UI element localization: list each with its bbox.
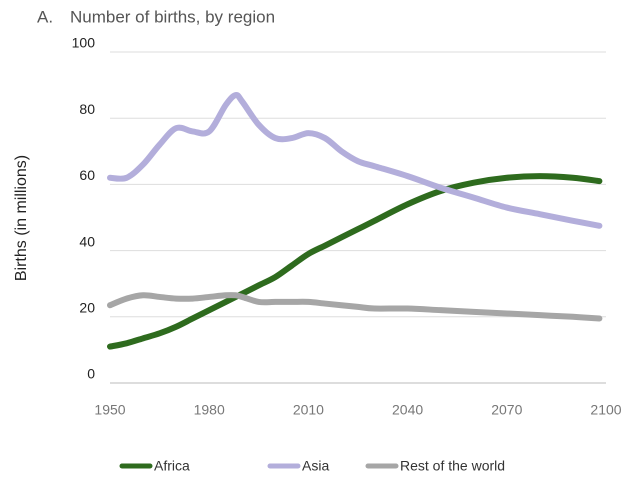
chart-title: Number of births, by region	[70, 7, 275, 26]
y-axis-label: Births (in millions)	[13, 155, 30, 281]
x-tick-label: 2010	[293, 402, 324, 418]
legend-label: Rest of the world	[400, 458, 505, 474]
legend-label: Asia	[302, 458, 329, 474]
series-line	[107, 173, 603, 350]
x-tick-label: 1980	[194, 402, 225, 418]
y-tick-label: 20	[79, 300, 95, 316]
series-line	[107, 91, 603, 229]
x-tick-label: 1950	[94, 402, 125, 418]
y-tick-label: 80	[79, 101, 95, 117]
x-tick-label: 2040	[392, 402, 423, 418]
x-tick-label: 2100	[590, 402, 621, 418]
series-line	[107, 292, 603, 322]
legend-label: Africa	[154, 458, 190, 474]
y-tick-label: 40	[79, 233, 95, 249]
y-tick-label: 60	[79, 167, 95, 183]
x-tick-label: 2070	[491, 402, 522, 418]
panel-label: A.	[37, 7, 53, 26]
y-tick-label: 100	[72, 35, 96, 51]
y-tick-label: 0	[87, 366, 95, 382]
